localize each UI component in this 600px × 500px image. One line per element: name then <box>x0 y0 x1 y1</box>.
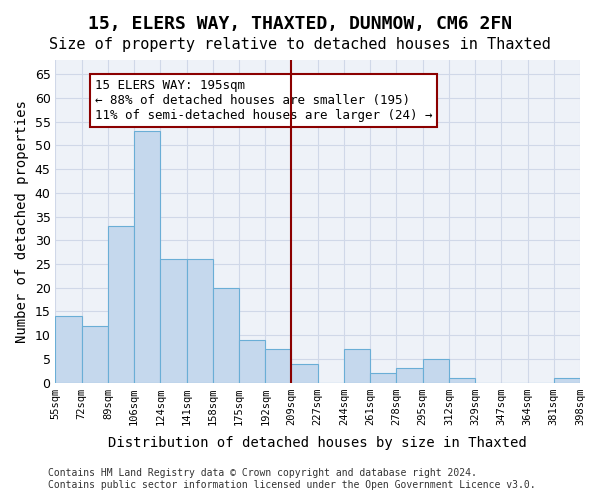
Bar <box>82 326 108 382</box>
Text: Size of property relative to detached houses in Thaxted: Size of property relative to detached ho… <box>49 38 551 52</box>
Bar <box>213 288 239 382</box>
Bar <box>239 340 265 382</box>
Bar <box>160 259 187 382</box>
Bar <box>187 259 213 382</box>
Bar <box>370 373 397 382</box>
Text: 15, ELERS WAY, THAXTED, DUNMOW, CM6 2FN: 15, ELERS WAY, THAXTED, DUNMOW, CM6 2FN <box>88 15 512 33</box>
Bar <box>554 378 580 382</box>
Text: Contains HM Land Registry data © Crown copyright and database right 2024.
Contai: Contains HM Land Registry data © Crown c… <box>48 468 536 490</box>
Y-axis label: Number of detached properties: Number of detached properties <box>15 100 29 342</box>
Bar <box>344 350 370 382</box>
X-axis label: Distribution of detached houses by size in Thaxted: Distribution of detached houses by size … <box>109 436 527 450</box>
Bar <box>449 378 475 382</box>
Bar <box>422 359 449 382</box>
Bar <box>397 368 422 382</box>
Text: 15 ELERS WAY: 195sqm
← 88% of detached houses are smaller (195)
11% of semi-deta: 15 ELERS WAY: 195sqm ← 88% of detached h… <box>95 79 432 122</box>
Bar <box>108 226 134 382</box>
Bar <box>134 131 160 382</box>
Bar <box>292 364 318 382</box>
Bar <box>55 316 82 382</box>
Bar <box>265 350 292 382</box>
